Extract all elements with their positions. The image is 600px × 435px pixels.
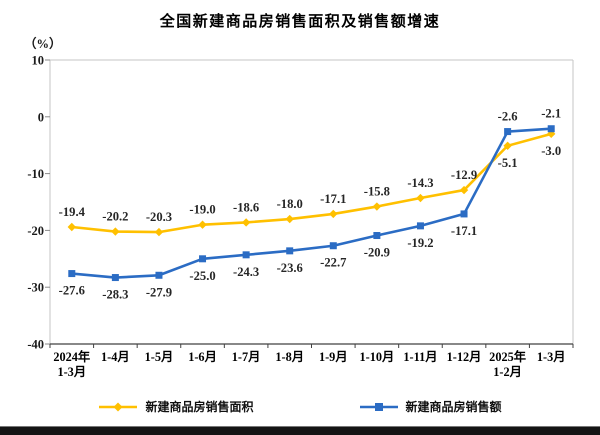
data-point-marker <box>504 128 512 136</box>
data-point-marker <box>373 232 381 240</box>
y-axis-tick-label: -30 <box>27 281 44 295</box>
data-point-marker <box>547 129 556 139</box>
legend-label-sales-amount: 新建商品房销售额 <box>405 400 502 414</box>
x-axis-label: 1-8月 <box>275 350 304 364</box>
data-point-marker <box>460 210 468 218</box>
line-chart: 10 0 -10 -20 -30 -40 2024年 1-3月 1-4月 1-5月 1-6月 1-7月… <box>27 54 574 379</box>
series-line-0 <box>70 132 553 234</box>
data-point-label: -20.9 <box>364 246 390 260</box>
data-point-label: -19.0 <box>189 203 215 217</box>
data-point-label: -25.0 <box>189 269 215 283</box>
data-point-label: -19.4 <box>59 205 86 219</box>
data-point-marker <box>459 185 469 195</box>
data-point-marker <box>503 141 512 150</box>
x-axis-label: 1-10月 <box>359 350 394 364</box>
legend-item-sales-amount: 新建商品房销售额 <box>359 398 502 415</box>
legend-item-sales-area: 新建商品房销售面积 <box>98 398 254 415</box>
y-axis-unit-label: （%） <box>24 37 62 51</box>
chart-title: 全国新建商品房销售面积及销售额增速 <box>159 13 441 30</box>
data-point-marker <box>372 202 382 211</box>
x-axis-label: 1-4月 <box>101 350 130 364</box>
y-axis-tick-label: -10 <box>27 167 44 181</box>
data-point-marker <box>111 274 119 282</box>
data-point-label: -2.6 <box>498 110 518 124</box>
x-axis-label: 1-3月 <box>537 350 566 364</box>
sales-area-series-swatch-icon <box>99 402 138 411</box>
data-point-label: -5.1 <box>498 156 518 170</box>
sales-amount-series-swatch-icon <box>359 402 398 411</box>
x-axis-label: 1-6月 <box>188 350 217 364</box>
series-line-1 <box>70 127 553 279</box>
x-axis-label: 2024年 1-3月 <box>53 349 90 379</box>
x-axis-label: 1-9月 <box>319 350 348 364</box>
data-point-marker <box>285 214 294 224</box>
data-point-marker <box>155 271 163 279</box>
data-point-label: -19.2 <box>407 236 433 250</box>
data-point-label: -23.6 <box>277 261 303 275</box>
data-point-marker <box>199 255 207 263</box>
data-point-label: -12.9 <box>451 168 477 182</box>
data-point-marker <box>198 220 207 229</box>
data-point-marker <box>547 125 555 133</box>
data-point-label: -27.6 <box>59 284 85 298</box>
data-point-label: -22.7 <box>320 256 346 270</box>
y-axis-tick-label: 0 <box>38 110 44 124</box>
data-point-marker <box>286 247 294 255</box>
x-axis-label: 1-11月 <box>403 350 437 364</box>
chart-legend: 新建商品房销售面积 新建商品房销售额 <box>0 398 600 415</box>
legend-label-sales-area: 新建商品房销售面积 <box>145 400 254 414</box>
data-point-label: -17.1 <box>451 224 477 238</box>
data-point-label: -18.6 <box>233 200 259 214</box>
data-point-marker <box>154 227 164 237</box>
x-axis-label: 1-5月 <box>145 350 174 364</box>
data-point-label: -14.3 <box>407 176 433 190</box>
data-point-label: -28.3 <box>102 288 128 302</box>
y-axis-tick-label: 10 <box>32 54 45 68</box>
bottom-border-bar <box>0 426 600 435</box>
data-point-label: -17.1 <box>320 192 346 206</box>
data-point-marker <box>329 242 337 250</box>
data-point-label: -18.0 <box>277 197 303 211</box>
data-point-marker <box>67 222 76 232</box>
y-axis-tick-label: -20 <box>27 224 44 238</box>
x-axis-label: 1-12月 <box>447 350 482 364</box>
y-axis-tick-label: -40 <box>27 338 44 352</box>
data-point-label: -3.0 <box>541 144 561 158</box>
data-point-marker <box>329 209 338 219</box>
data-point-label: -27.9 <box>146 285 172 299</box>
data-point-marker <box>241 218 251 227</box>
x-axis-label: 2025年 1-2月 <box>489 349 526 379</box>
data-point-label: -2.1 <box>541 107 561 121</box>
data-point-marker <box>68 270 76 278</box>
data-point-label: -20.3 <box>146 210 172 224</box>
x-axis-label: 1-7月 <box>232 350 261 364</box>
data-point-label: -24.3 <box>233 265 259 279</box>
data-point-label: -15.8 <box>364 185 390 199</box>
data-point-label: -20.2 <box>102 210 128 224</box>
data-point-marker <box>416 222 424 230</box>
data-point-marker <box>242 251 250 259</box>
data-point-marker <box>416 193 425 203</box>
data-point-marker <box>111 227 120 236</box>
